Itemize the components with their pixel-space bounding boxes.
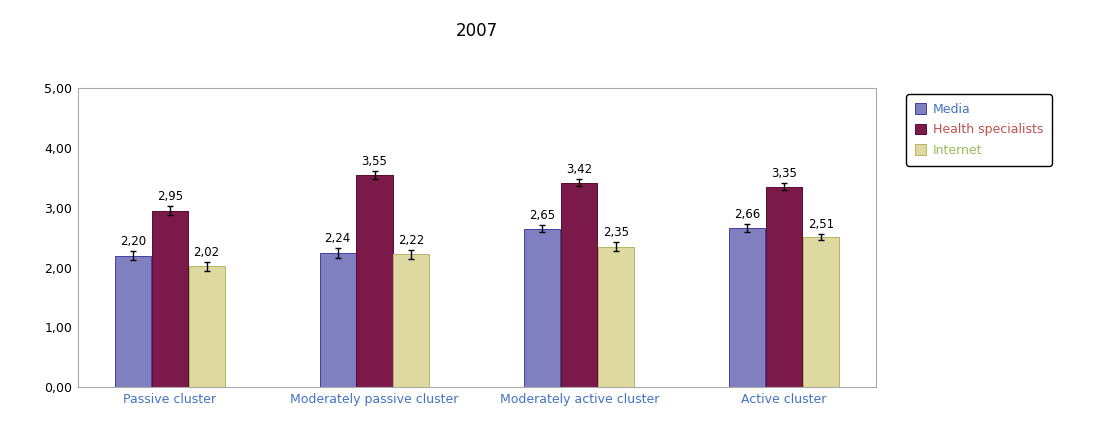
Bar [319, 253, 356, 387]
Text: 2,22: 2,22 [398, 234, 425, 247]
Text: 2,35: 2,35 [603, 227, 629, 239]
Bar [525, 229, 560, 387]
Bar [115, 256, 151, 387]
Text: 2007: 2007 [456, 22, 498, 40]
Bar [598, 246, 634, 387]
Bar [152, 211, 187, 387]
Text: 2,66: 2,66 [734, 209, 761, 221]
Text: 3,35: 3,35 [771, 167, 797, 180]
Bar [394, 254, 429, 387]
Bar [189, 266, 225, 387]
Legend: Media, Health specialists, Internet: Media, Health specialists, Internet [906, 94, 1051, 166]
Text: 3,55: 3,55 [362, 154, 387, 168]
Text: 2,95: 2,95 [156, 190, 183, 203]
Bar [729, 228, 765, 387]
Bar [803, 237, 838, 387]
Text: 2,24: 2,24 [325, 232, 350, 246]
Text: 2,20: 2,20 [120, 235, 146, 248]
Text: 2,65: 2,65 [529, 209, 556, 222]
Text: 2,02: 2,02 [194, 246, 220, 259]
Bar [561, 183, 598, 387]
Text: 2,51: 2,51 [807, 218, 834, 231]
Text: 3,42: 3,42 [567, 163, 592, 176]
Bar [766, 187, 802, 387]
Bar [356, 175, 393, 387]
